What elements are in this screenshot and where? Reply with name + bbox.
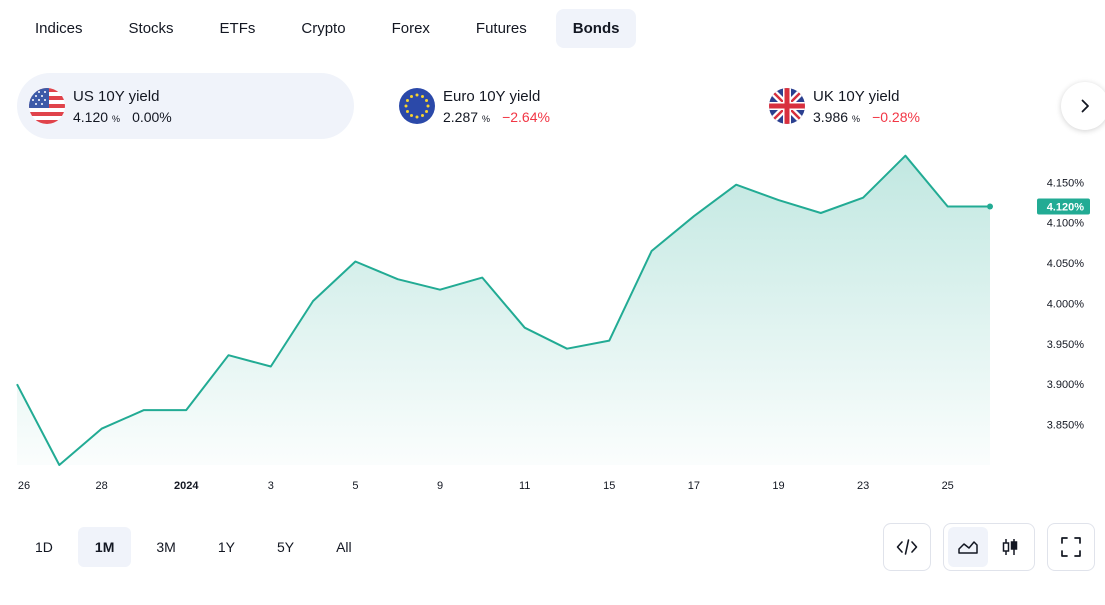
area-chart-button[interactable] <box>948 527 988 567</box>
y-tick-label: 4.050% <box>1047 258 1085 270</box>
x-tick-label: 3 <box>268 480 274 492</box>
x-tick-label: 9 <box>437 480 443 492</box>
tab-bonds[interactable]: Bonds <box>555 9 637 48</box>
x-tick-label: 15 <box>603 480 615 492</box>
tab-futures[interactable]: Futures <box>475 20 527 37</box>
embed-button[interactable] <box>883 523 931 571</box>
range-1d[interactable]: 1D <box>35 539 53 555</box>
code-icon <box>896 539 918 555</box>
ticker-name: UK 10Y yield <box>813 87 900 105</box>
chart-style-group <box>943 523 1035 571</box>
y-tick-label: 4.150% <box>1047 177 1085 189</box>
range-5y[interactable]: 5Y <box>276 539 295 555</box>
range-selector: 1D 1M 3M 1Y 5Y All <box>18 527 377 567</box>
fullscreen-icon <box>1061 537 1081 557</box>
range-1y[interactable]: 1Y <box>217 539 235 555</box>
series-line <box>16 154 990 466</box>
last-value-label: 4.120% <box>1047 202 1085 214</box>
yield-chart[interactable]: 4.150% 4.100% 4.050% 4.000% 3.950% 3.900% 3.85… <box>0 150 1105 500</box>
ticker-unit: % <box>482 113 491 124</box>
next-tickers-button[interactable] <box>1061 82 1105 130</box>
ticker-change: −0.28% <box>872 108 920 125</box>
tab-forex[interactable]: Forex <box>391 20 430 37</box>
tab-crypto[interactable]: Crypto <box>301 20 346 37</box>
y-tick-label: 3.850% <box>1047 420 1085 432</box>
tab-stocks[interactable]: Stocks <box>128 20 174 37</box>
ticker-name: Euro 10Y yield <box>443 87 541 105</box>
eu-flag-icon <box>399 88 435 124</box>
area-chart-icon <box>958 541 978 554</box>
market-tabs: Indices Stocks ETFs Crypto Forex Futures… <box>18 9 648 49</box>
area-fill <box>17 155 990 465</box>
tab-indices[interactable]: Indices <box>35 20 83 37</box>
ticker-value: 4.120 <box>73 108 109 125</box>
x-tick-label: 17 <box>688 480 700 492</box>
y-tick-label: 4.000% <box>1047 298 1085 310</box>
y-tick-label: 3.950% <box>1047 339 1085 351</box>
y-tick-label: 3.900% <box>1047 379 1085 391</box>
x-tick-label: 23 <box>857 480 869 492</box>
ticker-unit: % <box>852 113 861 124</box>
range-all[interactable]: All <box>336 539 352 555</box>
uk-flag-icon <box>769 88 805 124</box>
ticker-value: 2.287 <box>443 108 479 125</box>
x-tick-label: 19 <box>772 480 784 492</box>
ticker-change: 0.00% <box>132 108 172 125</box>
us-flag-icon <box>29 88 65 124</box>
tab-etfs[interactable]: ETFs <box>219 20 256 37</box>
x-tick-label: 2024 <box>174 480 199 492</box>
range-1m[interactable]: 1M <box>77 527 132 567</box>
ticker-uk-10y[interactable]: UK 10Y yield 3.986% −0.28% <box>757 73 1094 139</box>
y-tick-label: 4.100% <box>1047 218 1085 230</box>
last-point-marker <box>987 203 993 210</box>
ticker-value: 3.986 <box>813 108 849 125</box>
candlestick-chart-button[interactable] <box>990 527 1030 567</box>
range-3m[interactable]: 3M <box>156 539 176 555</box>
x-tick-label: 28 <box>95 480 107 492</box>
candlestick-icon <box>1002 539 1018 555</box>
fullscreen-button[interactable] <box>1047 523 1095 571</box>
x-tick-label: 11 <box>519 480 530 492</box>
ticker-name: US 10Y yield <box>73 87 160 105</box>
x-tick-label: 25 <box>942 480 954 492</box>
ticker-euro-10y[interactable]: Euro 10Y yield 2.287% −2.64% <box>387 73 724 139</box>
ticker-change: −2.64% <box>502 108 550 125</box>
chevron-right-icon <box>1081 99 1089 113</box>
x-tick-label: 26 <box>18 480 30 492</box>
last-value-badge <box>1037 198 1090 215</box>
ticker-us-10y[interactable]: US 10Y yield 4.120% 0.00% <box>17 73 354 139</box>
ticker-unit: % <box>112 113 121 124</box>
x-tick-label: 5 <box>352 480 358 492</box>
